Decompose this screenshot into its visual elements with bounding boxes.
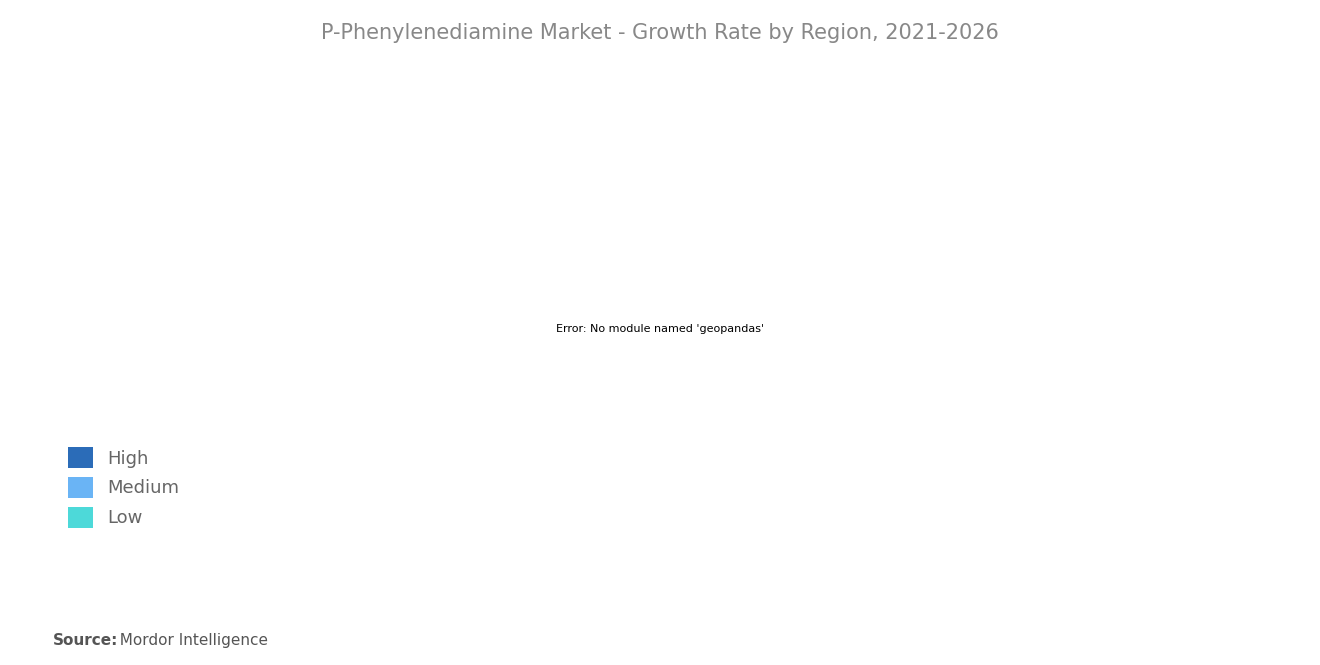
Text: P-Phenylenediamine Market - Growth Rate by Region, 2021-2026: P-Phenylenediamine Market - Growth Rate …: [321, 23, 999, 43]
Legend: High, Medium, Low: High, Medium, Low: [61, 440, 187, 535]
Text: Source:: Source:: [53, 633, 119, 648]
Text: Error: No module named 'geopandas': Error: No module named 'geopandas': [556, 324, 764, 334]
Text: MN: MN: [1192, 618, 1237, 642]
Text: Mordor Intelligence: Mordor Intelligence: [110, 633, 268, 648]
